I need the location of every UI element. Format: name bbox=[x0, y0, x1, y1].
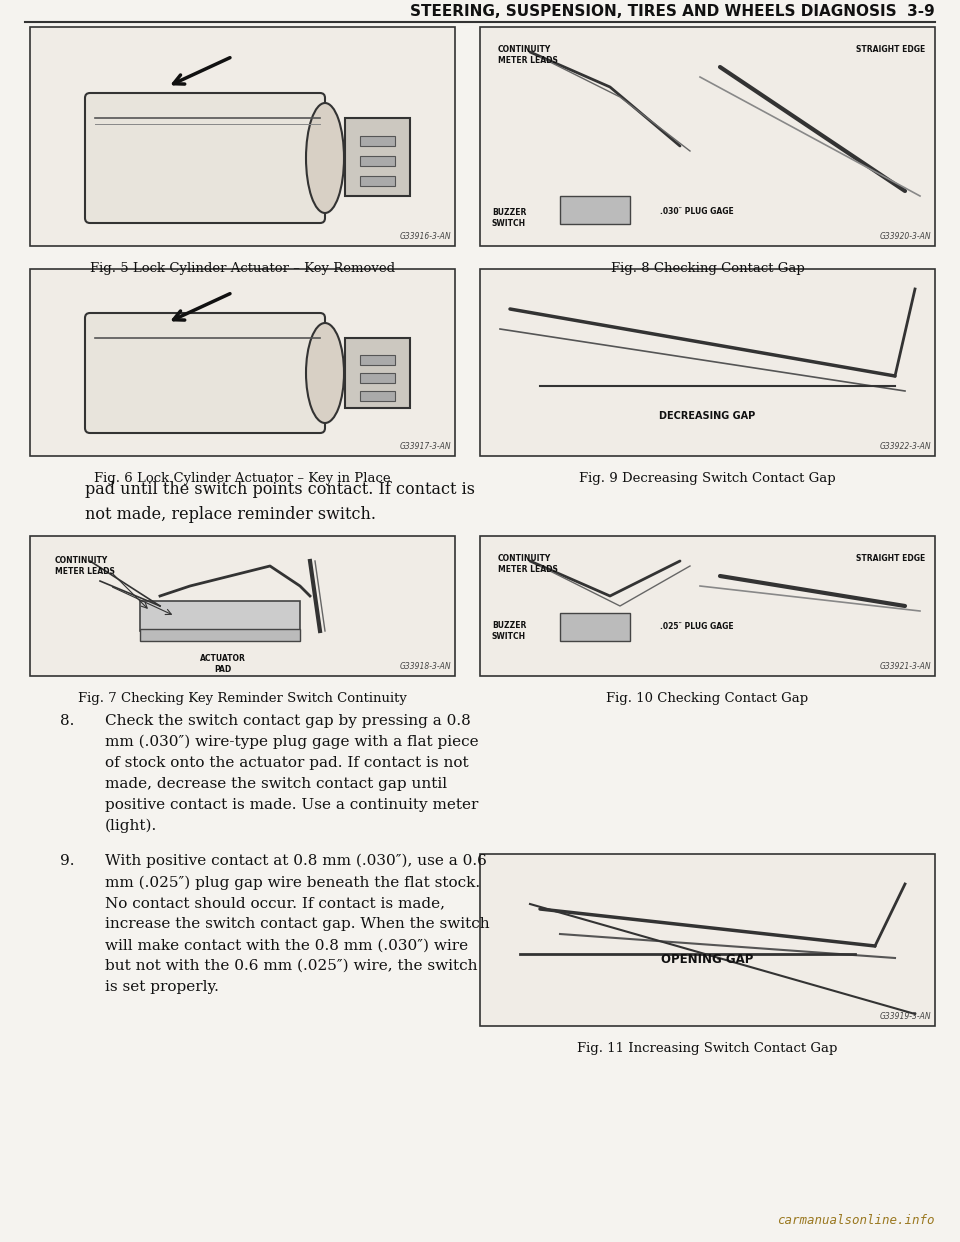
Text: Fig. 11 Increasing Switch Contact Gap: Fig. 11 Increasing Switch Contact Gap bbox=[577, 1042, 838, 1054]
Text: CONTINUITY
METER LEADS: CONTINUITY METER LEADS bbox=[498, 554, 558, 574]
Bar bbox=[480, 270, 935, 456]
FancyBboxPatch shape bbox=[85, 313, 325, 433]
Text: .030″ PLUG GAGE: .030″ PLUG GAGE bbox=[660, 207, 733, 216]
Text: CONTINUITY
METER LEADS: CONTINUITY METER LEADS bbox=[498, 45, 558, 65]
Bar bbox=[360, 373, 395, 383]
Bar bbox=[360, 391, 395, 401]
Text: .025″ PLUG GAGE: .025″ PLUG GAGE bbox=[660, 622, 733, 631]
Bar bbox=[360, 355, 395, 365]
Text: G33922-3-AN: G33922-3-AN bbox=[879, 442, 931, 451]
Text: G33919-3-AN: G33919-3-AN bbox=[879, 1012, 931, 1021]
Bar bbox=[30, 270, 455, 456]
Text: G33917-3-AN: G33917-3-AN bbox=[399, 442, 451, 451]
Text: CONTINUITY
METER LEADS: CONTINUITY METER LEADS bbox=[55, 556, 115, 576]
Text: Fig. 9 Decreasing Switch Contact Gap: Fig. 9 Decreasing Switch Contact Gap bbox=[579, 472, 836, 484]
Text: ACTUATOR
PAD: ACTUATOR PAD bbox=[200, 655, 246, 674]
Text: Fig. 8 Checking Contact Gap: Fig. 8 Checking Contact Gap bbox=[611, 262, 804, 274]
Text: Fig. 5 Lock Cylinder Actuator – Key Removed: Fig. 5 Lock Cylinder Actuator – Key Remo… bbox=[90, 262, 396, 274]
Bar bbox=[480, 537, 935, 676]
Bar bbox=[30, 537, 455, 676]
Bar bbox=[345, 338, 410, 409]
Bar bbox=[480, 854, 935, 1026]
Text: Fig. 10 Checking Contact Gap: Fig. 10 Checking Contact Gap bbox=[607, 692, 808, 705]
Text: STRAIGHT EDGE: STRAIGHT EDGE bbox=[855, 45, 925, 53]
Bar bbox=[560, 614, 630, 641]
Text: STRAIGHT EDGE: STRAIGHT EDGE bbox=[855, 554, 925, 563]
Text: BUZZER
SWITCH: BUZZER SWITCH bbox=[492, 621, 526, 641]
Bar bbox=[360, 137, 395, 147]
Text: STEERING, SUSPENSION, TIRES AND WHEELS DIAGNOSIS  3-9: STEERING, SUSPENSION, TIRES AND WHEELS D… bbox=[410, 4, 935, 19]
Text: pad until the switch points contact. If contact is
not made, replace reminder sw: pad until the switch points contact. If … bbox=[85, 481, 475, 523]
Text: BUZZER
SWITCH: BUZZER SWITCH bbox=[492, 207, 526, 229]
Text: G33918-3-AN: G33918-3-AN bbox=[399, 662, 451, 671]
Bar bbox=[480, 27, 935, 246]
Text: OPENING GAP: OPENING GAP bbox=[661, 953, 754, 966]
Text: 9.: 9. bbox=[60, 854, 75, 868]
Bar bbox=[140, 628, 300, 641]
Bar bbox=[30, 27, 455, 246]
Bar bbox=[360, 156, 395, 166]
Ellipse shape bbox=[306, 103, 344, 212]
Bar bbox=[140, 601, 300, 631]
Bar bbox=[345, 118, 410, 196]
Text: Fig. 7 Checking Key Reminder Switch Continuity: Fig. 7 Checking Key Reminder Switch Cont… bbox=[78, 692, 407, 705]
Bar bbox=[360, 176, 395, 186]
Ellipse shape bbox=[306, 323, 344, 424]
Text: With positive contact at 0.8 mm (.030″), use a 0.6
mm (.025″) plug gap wire bene: With positive contact at 0.8 mm (.030″),… bbox=[105, 854, 490, 994]
Text: Fig. 6 Lock Cylinder Actuator – Key in Place: Fig. 6 Lock Cylinder Actuator – Key in P… bbox=[94, 472, 391, 484]
Text: G33920-3-AN: G33920-3-AN bbox=[879, 232, 931, 241]
Text: 8.: 8. bbox=[60, 714, 74, 728]
Text: G33916-3-AN: G33916-3-AN bbox=[399, 232, 451, 241]
Bar bbox=[560, 196, 630, 224]
Text: Check the switch contact gap by pressing a 0.8
mm (.030″) wire-type plug gage wi: Check the switch contact gap by pressing… bbox=[105, 714, 479, 833]
FancyBboxPatch shape bbox=[85, 93, 325, 224]
Text: DECREASING GAP: DECREASING GAP bbox=[660, 411, 756, 421]
Text: G33921-3-AN: G33921-3-AN bbox=[879, 662, 931, 671]
Text: carmanualsonline.info: carmanualsonline.info bbox=[778, 1213, 935, 1227]
